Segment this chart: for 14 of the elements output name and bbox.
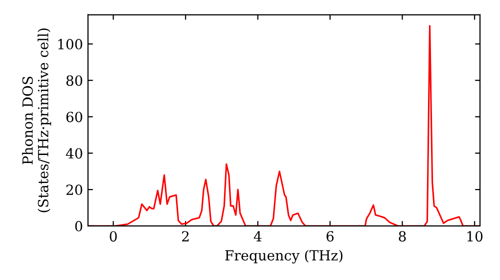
y-tick-label: 60	[66, 112, 82, 122]
x-tick-label: 0	[110, 231, 117, 242]
x-tick-label: 6	[326, 231, 334, 242]
y-tick-label: 100	[58, 38, 82, 50]
y-tick-label: 20	[66, 184, 82, 196]
x-tick-label: 2	[182, 231, 189, 242]
x-tick-label: 4	[254, 231, 262, 242]
x-axis-title: Frequency (THz)	[225, 250, 342, 264]
y-tick-label: 40	[66, 148, 82, 159]
x-tick-label: 10	[467, 231, 482, 242]
y-tick-label: 0	[75, 220, 82, 232]
x-tick-label: 8	[398, 231, 406, 242]
y-tick-label: 80	[66, 75, 82, 86]
y-axis-title: Phonon DOS (States/THz·primitive cell)	[22, 28, 52, 212]
